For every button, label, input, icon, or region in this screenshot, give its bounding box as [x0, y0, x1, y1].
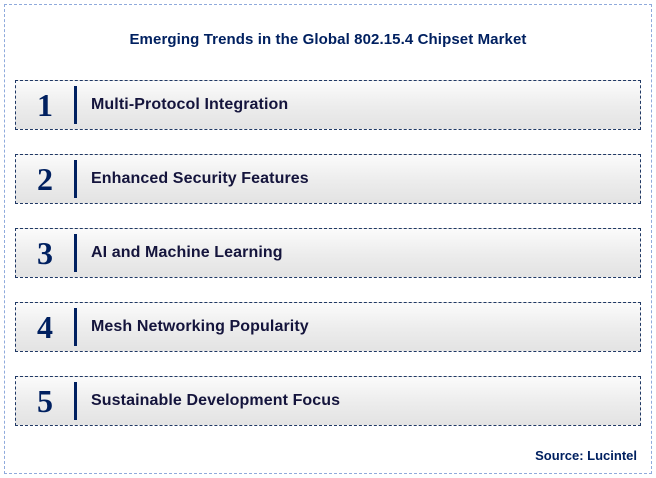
infographic-canvas: Emerging Trends in the Global 802.15.4 C…: [4, 4, 652, 474]
trend-label: Sustainable Development Focus: [91, 392, 341, 409]
divider: [74, 308, 77, 346]
divider: [74, 382, 77, 420]
trend-number: 4: [37, 309, 53, 345]
trend-item-3: 3 AI and Machine Learning: [15, 228, 641, 278]
trend-label: AI and Machine Learning: [91, 244, 283, 261]
trend-label: Mesh Networking Popularity: [91, 318, 309, 335]
trend-item-2: 2 Enhanced Security Features: [15, 154, 641, 204]
source-attribution: Source: Lucintel: [535, 448, 637, 463]
trend-label: Multi-Protocol Integration: [91, 96, 289, 113]
trend-list: 1 Multi-Protocol Integration 2 Enhanced …: [5, 80, 651, 426]
divider: [74, 160, 77, 198]
trend-item-1: 1 Multi-Protocol Integration: [15, 80, 641, 130]
divider: [74, 234, 77, 272]
trend-number: 3: [37, 235, 53, 271]
divider: [74, 86, 77, 124]
trend-number: 2: [37, 161, 53, 197]
trend-label: Enhanced Security Features: [91, 170, 309, 187]
trend-item-5: 5 Sustainable Development Focus: [15, 376, 641, 426]
page-title: Emerging Trends in the Global 802.15.4 C…: [129, 31, 527, 48]
trend-number: 5: [37, 383, 53, 419]
trend-number: 1: [37, 87, 53, 123]
trend-item-4: 4 Mesh Networking Popularity: [15, 302, 641, 352]
